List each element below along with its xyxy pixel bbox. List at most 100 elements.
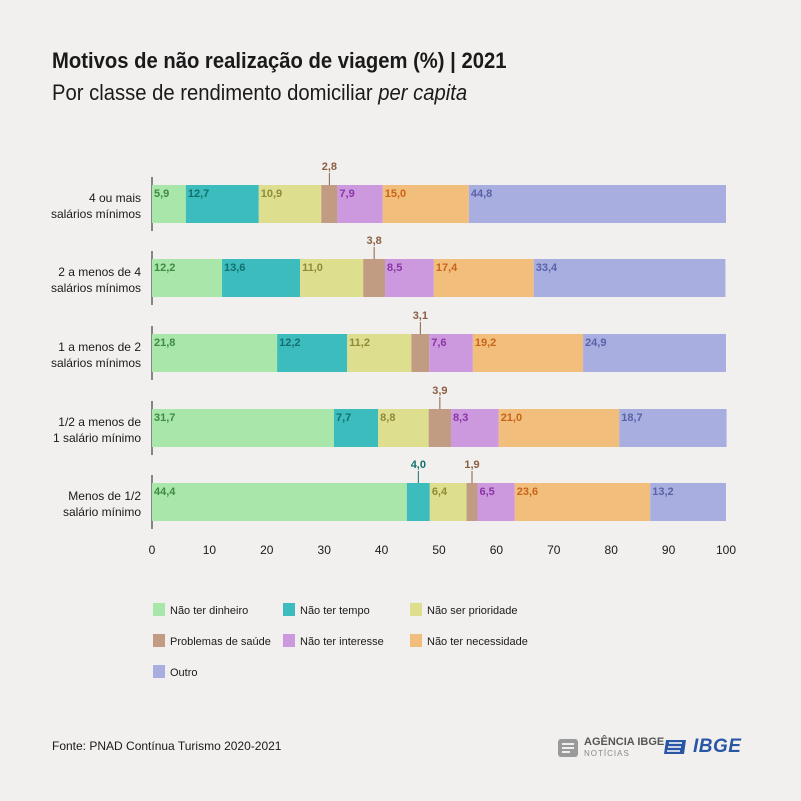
legend-label: Não ser prioridade [427, 605, 518, 617]
category-label: 1/2 a menos de 1 salário mínimo [53, 415, 141, 445]
bar-segment-problemas-de-saude [411, 334, 430, 372]
bar-segment-problemas-de-saude [321, 185, 338, 223]
agencia-logo-mark-icon [558, 739, 578, 757]
bar-segment-problemas-de-saude [466, 483, 478, 521]
data-label: 7,6 [431, 337, 446, 349]
legend-label: Não ter dinheiro [170, 605, 248, 617]
bar-segment-nao-ter-necessidade [382, 185, 469, 223]
legend-label: Não ter necessidade [427, 636, 528, 648]
bar-segment-nao-ter-interesse [337, 185, 383, 223]
x-tick-label: 40 [375, 543, 389, 557]
data-label: 23,6 [517, 486, 538, 498]
category-label-line: salários mínimos [51, 356, 141, 370]
category-label: 4 ou mais salários mínimos [51, 191, 141, 221]
chart-subtitle: Por classe de rendimento domiciliar per … [52, 80, 467, 106]
bar-segment-nao-ter-tempo [277, 334, 348, 372]
bar-segment-nao-ser-prioridade [347, 334, 412, 372]
data-label: 3,9 [432, 385, 447, 397]
data-label: 7,9 [339, 188, 354, 200]
source-note: Fonte: PNAD Contínua Turismo 2020-2021 [52, 739, 282, 753]
data-label: 3,8 [366, 235, 381, 247]
legend-swatch [153, 603, 165, 616]
bar-segment-nao-ter-necessidade [498, 409, 620, 447]
agencia-logo-text: AGÊNCIA IBGE [584, 736, 665, 748]
legend-label: Outro [170, 667, 198, 679]
category-label-line: Menos de 1/2 [68, 489, 141, 503]
x-tick-label: 80 [605, 543, 619, 557]
legend-label: Problemas de saúde [170, 636, 271, 648]
legend-swatch [153, 665, 165, 678]
bar-segment-outro [533, 259, 726, 297]
data-label: 5,9 [154, 188, 169, 200]
ibge-logo-text: IBGE [693, 736, 742, 757]
x-tick-label: 0 [149, 543, 156, 557]
data-label: 10,9 [261, 188, 282, 200]
bar-segment-outro [650, 483, 726, 521]
bar-segment-outro [583, 334, 726, 372]
x-tick-label: 50 [432, 543, 446, 557]
x-tick-label: 90 [662, 543, 676, 557]
chart-title: Motivos de não realização de viagem (%) … [52, 48, 507, 73]
bar-segment-nao-ter-tempo [185, 185, 259, 223]
x-tick-label: 30 [318, 543, 332, 557]
agencia-logo-subtext: NOTÍCIAS [584, 749, 630, 758]
data-label: 21,8 [154, 337, 175, 349]
ibge-logo-mark-icon [664, 740, 686, 754]
ibge-logo: IBGE [662, 736, 741, 758]
category-label: 1 a menos de 2 salários mínimos [51, 340, 141, 370]
category-label-line: salários mínimos [51, 207, 141, 221]
data-label: 6,5 [479, 486, 494, 498]
category-label: Menos de 1/2 salário mínimo [63, 489, 141, 519]
data-label: 8,8 [380, 412, 395, 424]
agencia-ibge-logo: AGÊNCIA IBGE NOTÍCIAS [556, 737, 664, 759]
category-label-line: 4 ou mais [89, 191, 141, 205]
bar-segment-nao-ter-necessidade [514, 483, 651, 521]
bar-segment-nao-ser-prioridade [258, 185, 322, 223]
bar-segment-nao-ter-tempo [406, 483, 430, 521]
category-label-line: 2 a menos de 4 [58, 265, 141, 279]
data-label: 21,0 [501, 412, 522, 424]
data-label: 8,3 [453, 412, 468, 424]
bar-segment-nao-ter-interesse [429, 334, 473, 372]
bar-segment-nao-ser-prioridade [300, 259, 364, 297]
data-label: 3,1 [413, 310, 428, 322]
data-label: 19,2 [475, 337, 496, 349]
bar-segment-nao-ter-dinheiro [152, 483, 407, 521]
data-label: 6,4 [432, 486, 448, 498]
data-label: 31,7 [154, 412, 175, 424]
bar-segment-nao-ter-dinheiro [152, 259, 223, 297]
data-label: 15,0 [385, 188, 406, 200]
legend-swatch [153, 634, 165, 647]
data-label: 17,4 [436, 262, 458, 274]
data-label: 44,4 [154, 486, 176, 498]
data-label: 12,2 [154, 262, 175, 274]
category-label-line: salário mínimo [63, 505, 141, 519]
data-label: 12,2 [279, 337, 300, 349]
bar-segment-nao-ter-dinheiro [152, 334, 278, 372]
bar-segment-nao-ter-tempo [333, 409, 379, 447]
x-tick-label: 60 [490, 543, 504, 557]
legend-label: Não ter tempo [300, 605, 370, 617]
bar-segment-nao-ter-tempo [222, 259, 301, 297]
category-label-line: 1 salário mínimo [53, 431, 141, 445]
x-tick-label: 10 [203, 543, 217, 557]
x-tick-label: 100 [716, 543, 736, 557]
data-label: 11,0 [302, 262, 323, 274]
x-tick-label: 70 [547, 543, 561, 557]
category-label: 2 a menos de 4 salários mínimos [51, 265, 141, 295]
legend-swatch [283, 603, 295, 616]
bar-segment-nao-ser-prioridade [429, 483, 467, 521]
subtitle-main: Por classe de rendimento domiciliar [52, 80, 379, 105]
category-label-line: 1/2 a menos de [58, 415, 141, 429]
data-label: 1,9 [464, 459, 479, 471]
data-label: 44,8 [471, 188, 492, 200]
bar-segment-nao-ser-prioridade [378, 409, 429, 447]
bar-segment-problemas-de-saude [428, 409, 452, 447]
data-label: 4,0 [411, 459, 426, 471]
bar-segment-problemas-de-saude [363, 259, 386, 297]
legend-swatch [410, 634, 422, 647]
bar-segment-nao-ter-dinheiro [152, 409, 334, 447]
bar-segment-nao-ter-necessidade [472, 334, 584, 372]
bar-segment-outro [468, 185, 726, 223]
